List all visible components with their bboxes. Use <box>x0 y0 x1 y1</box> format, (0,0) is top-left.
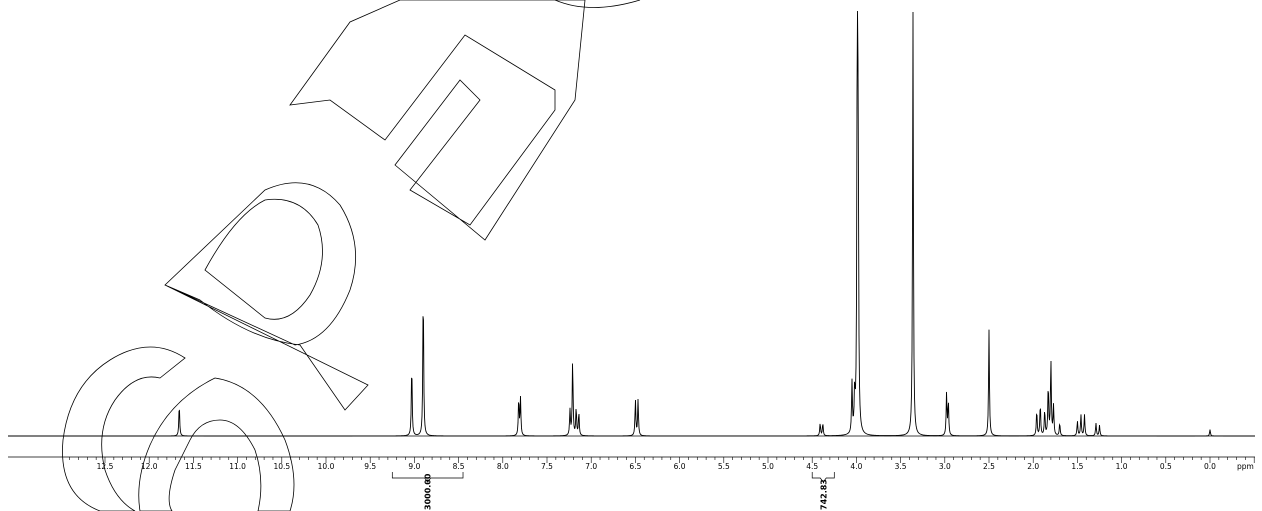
integral-bracket <box>811 472 835 483</box>
tick-label: 1.5 <box>1071 462 1083 471</box>
integral-value: 3000.00 <box>424 473 433 510</box>
tick-label: 2.0 <box>1027 462 1039 471</box>
tick-label: 0.5 <box>1160 462 1172 471</box>
tick-label: 6.5 <box>629 462 641 471</box>
watermark-letter-p <box>164 182 369 411</box>
integral-value: 742.83 <box>819 479 828 510</box>
tick-label: 5.5 <box>718 462 730 471</box>
watermark-letter-s <box>62 346 186 511</box>
tick-label: 12.0 <box>141 462 158 471</box>
tick-label: 12.5 <box>97 462 114 471</box>
x-axis-unit-label: ppm <box>1237 462 1254 471</box>
tick-label: 4.0 <box>850 462 862 471</box>
x-axis-tick-labels: 12.5 12.0 11.5 11.0 10.5 10.0 9.5 9.0 8.5 8.0 7.5 7… <box>97 462 1217 471</box>
watermark-letter-c <box>554 0 641 8</box>
tick-label: 3.5 <box>895 462 907 471</box>
tick-label: 9.5 <box>364 462 376 471</box>
tick-label: 10.0 <box>318 462 335 471</box>
tick-label: 7.5 <box>541 462 553 471</box>
tick-label: 8.0 <box>497 462 509 471</box>
tick-label: 3.0 <box>939 462 951 471</box>
tick-label: 1.0 <box>1116 462 1128 471</box>
tick-label: 5.0 <box>762 462 774 471</box>
tick-label: 11.0 <box>229 462 246 471</box>
watermark-letter-s-lower <box>138 377 295 511</box>
tick-label: 2.5 <box>983 462 995 471</box>
tick-label: 10.5 <box>273 462 290 471</box>
watermark-letter-e <box>289 0 586 241</box>
spectrum-trace <box>8 10 1255 437</box>
tick-label: 4.5 <box>806 462 818 471</box>
tick-label: 6.0 <box>674 462 686 471</box>
tick-label: 7.0 <box>585 462 597 471</box>
tick-label: 8.5 <box>453 462 465 471</box>
integral-bracket <box>391 472 464 483</box>
tick-label: 9.0 <box>408 462 420 471</box>
watermark-letter-p-inner <box>204 198 323 320</box>
x-axis-ticks <box>69 457 1255 463</box>
tick-label: 11.5 <box>185 462 202 471</box>
tick-label: 0.0 <box>1204 462 1216 471</box>
integral-regions: 3000.00 742.83 <box>391 472 835 510</box>
spec-watermark <box>62 0 641 511</box>
